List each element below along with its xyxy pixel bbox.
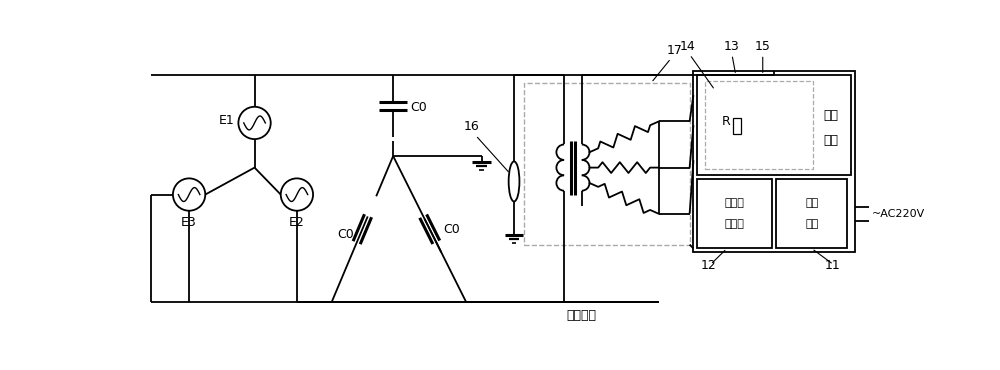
- Text: 电源: 电源: [805, 198, 818, 208]
- Text: 13: 13: [724, 40, 740, 53]
- Text: 11: 11: [824, 259, 840, 272]
- Text: 断模块: 断模块: [725, 219, 745, 229]
- Text: R: R: [721, 115, 730, 128]
- Text: 14: 14: [679, 40, 695, 53]
- Bar: [693, 71, 855, 252]
- Text: 模块: 模块: [805, 219, 818, 229]
- Text: C0: C0: [337, 228, 354, 242]
- Text: 零序电流: 零序电流: [567, 309, 597, 322]
- Text: 谐振判: 谐振判: [725, 198, 745, 208]
- Text: ~AC220V: ~AC220V: [872, 209, 925, 219]
- Bar: [705, 81, 813, 169]
- Text: 17: 17: [666, 44, 682, 57]
- Text: C0: C0: [410, 101, 427, 114]
- Text: C0: C0: [444, 223, 460, 236]
- Text: 15: 15: [755, 40, 771, 53]
- Bar: [776, 179, 847, 248]
- Bar: [733, 118, 741, 134]
- Text: 消谐: 消谐: [823, 109, 838, 122]
- Text: 12: 12: [701, 259, 717, 272]
- Text: E2: E2: [289, 216, 305, 229]
- Text: E3: E3: [181, 216, 197, 229]
- Text: 模块: 模块: [823, 134, 838, 147]
- Text: E1: E1: [219, 114, 235, 127]
- Bar: [524, 83, 690, 245]
- Bar: [697, 179, 772, 248]
- Text: 16: 16: [464, 120, 480, 133]
- Bar: [697, 75, 851, 175]
